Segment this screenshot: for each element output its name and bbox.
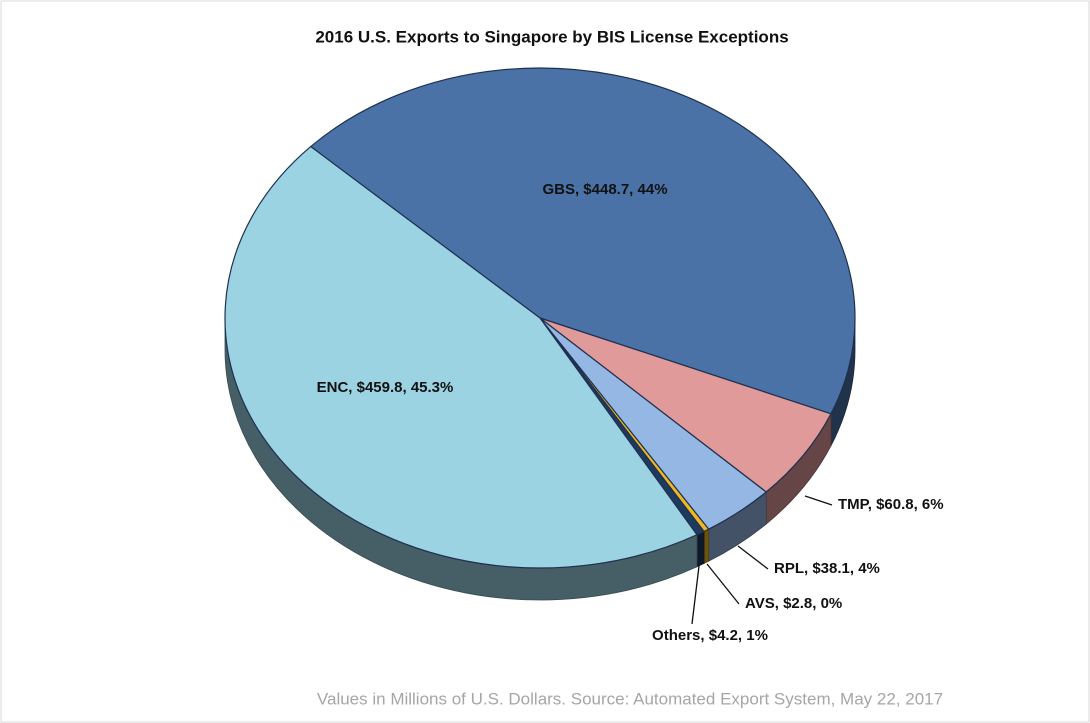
leader-line bbox=[691, 565, 700, 625]
slice-top bbox=[309, 67, 856, 415]
footnote: Values in Millions of U.S. Dollars. Sour… bbox=[317, 689, 943, 708]
leader-line bbox=[706, 563, 740, 605]
data-label: Others, $4.2, 1% bbox=[652, 627, 768, 644]
leader-line bbox=[804, 495, 833, 506]
slice-side bbox=[703, 528, 710, 565]
leader-line bbox=[737, 545, 769, 570]
data-label: AVS, $2.8, 0% bbox=[745, 595, 842, 612]
data-label: TMP, $60.8, 6% bbox=[838, 496, 944, 513]
data-label: GBS, $448.7, 44% bbox=[542, 181, 667, 198]
slice-side bbox=[696, 530, 705, 568]
slice-top bbox=[224, 145, 698, 569]
data-label: RPL, $38.1, 4% bbox=[774, 560, 880, 577]
data-label: ENC, $459.8, 45.3% bbox=[317, 379, 454, 396]
pie-slice bbox=[224, 145, 698, 601]
chart-title: 2016 U.S. Exports to Singapore by BIS Li… bbox=[315, 27, 788, 46]
slice-top bbox=[539, 317, 832, 493]
pie-slice bbox=[539, 317, 832, 525]
